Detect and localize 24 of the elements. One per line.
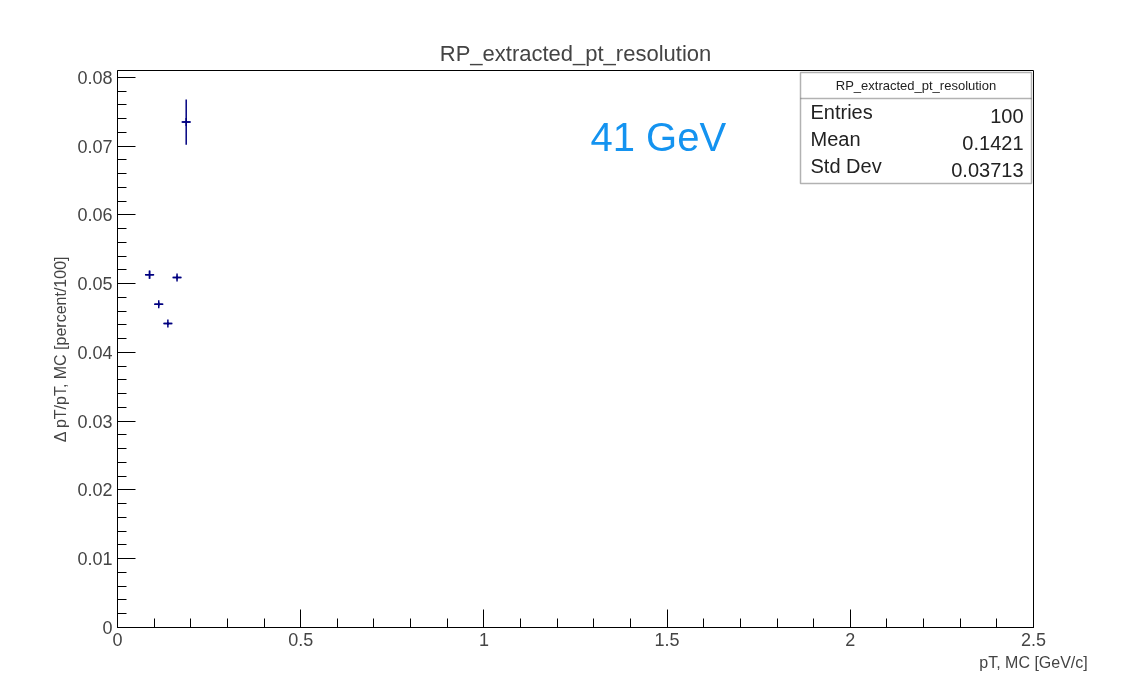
x-tick-label: 0.5 [288, 629, 314, 650]
chart-title: RP_extracted_pt_resolution [439, 40, 712, 66]
x-tick-label: 2 [845, 629, 856, 650]
y-tick-label: 0.04 [77, 342, 113, 363]
x-tick-label: 2.5 [1020, 629, 1047, 650]
annotation: Mean [810, 127, 861, 150]
annotation: Entries [810, 100, 873, 123]
y-axis-title: Δ pT/pT, MC [percent/100] [52, 256, 70, 443]
x-tick-label: 1 [478, 629, 489, 650]
y-tick-label: 0.02 [77, 480, 113, 501]
annotation: 0.03713 [951, 158, 1024, 181]
annotation: RP_extracted_pt_resolution [835, 77, 997, 93]
annotation: Std Dev [810, 154, 882, 177]
annotation: 100 [990, 104, 1024, 127]
x-axis-title: pT, MC [GeV/c] [979, 653, 1088, 671]
y-tick-label: 0.05 [77, 274, 113, 295]
y-tick-label: 0.08 [77, 67, 113, 88]
annotation: 41 GeV [590, 114, 727, 159]
annotation: 0.1421 [962, 131, 1024, 154]
y-tick-label: 0.07 [77, 136, 113, 157]
x-tick-label: 1.5 [654, 629, 680, 650]
y-tick-label: 0.03 [77, 411, 113, 432]
y-tick-label: 0.06 [77, 205, 113, 226]
y-tick-label: 0.01 [77, 549, 113, 570]
